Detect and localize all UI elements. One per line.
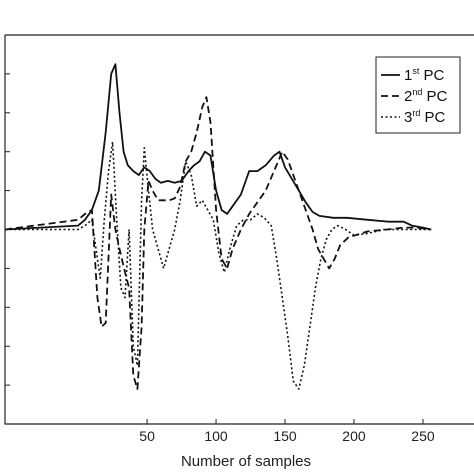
series-line-2 xyxy=(4,96,432,390)
legend-label-2: 2nd PC xyxy=(404,87,448,105)
series-line-3 xyxy=(5,141,432,390)
legend: 1st PC 2nd PC 3rd PC xyxy=(375,56,461,134)
x-tick-label: 150 xyxy=(273,428,297,444)
series-layer xyxy=(4,63,432,390)
legend-label-3: 3rd PC xyxy=(404,108,446,126)
x-tick-label: 250 xyxy=(411,428,435,444)
x-axis-title: Number of samples xyxy=(181,453,311,470)
x-tick-label: 200 xyxy=(342,428,366,444)
axes-frame xyxy=(4,34,474,425)
x-tick-label: 50 xyxy=(139,428,155,444)
series-line-1 xyxy=(4,63,432,231)
x-tick-label: 100 xyxy=(204,428,228,444)
axes-layer: 50 100 150 200 250 xyxy=(4,34,474,444)
legend-label-1: 1st PC xyxy=(404,66,445,84)
legend-box xyxy=(375,56,461,134)
